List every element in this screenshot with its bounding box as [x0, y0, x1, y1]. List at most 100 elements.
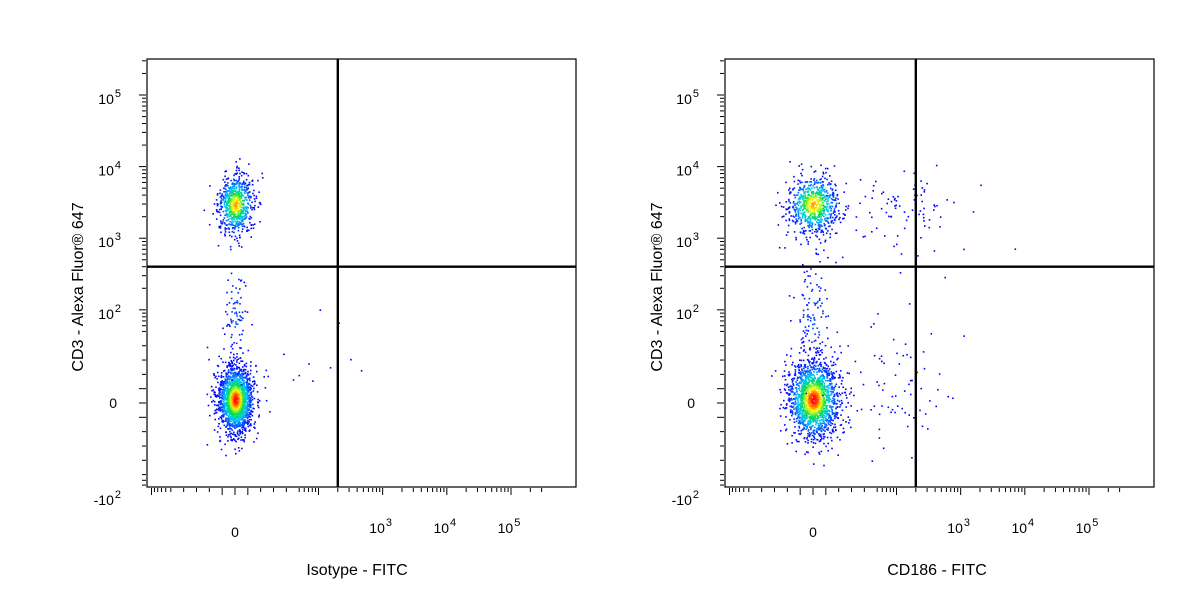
event-dot [223, 396, 225, 398]
event-dot [775, 204, 777, 207]
event-dot [809, 236, 811, 239]
event-dot [826, 372, 828, 374]
event-dot [255, 365, 257, 367]
event-dot [802, 189, 805, 192]
event-dot [807, 402, 809, 405]
event-dot [235, 311, 237, 314]
event-dot [830, 201, 832, 204]
event-dot [817, 188, 820, 191]
event-dot [830, 406, 833, 408]
event-dot [235, 222, 238, 224]
event-dot [824, 240, 826, 243]
event-dot [807, 198, 809, 200]
event-dot [809, 397, 812, 400]
event-dot [226, 291, 228, 294]
event-dot [231, 230, 234, 233]
event-dot [222, 386, 224, 388]
event-dot [232, 178, 235, 181]
event-dot [848, 372, 850, 375]
event-dot [818, 451, 820, 454]
event-dot [252, 380, 254, 383]
event-dot [827, 427, 829, 429]
event-dot [240, 186, 243, 189]
event-dot [242, 424, 245, 427]
event-dot [229, 194, 231, 197]
event-dot [800, 398, 803, 401]
event-dot [238, 399, 240, 402]
event-dot [833, 165, 836, 167]
event-dot [808, 385, 811, 388]
event-dot [246, 390, 249, 392]
event-dot [815, 179, 818, 182]
event-dot [819, 386, 821, 389]
event-dot [818, 427, 820, 430]
event-dot [232, 414, 234, 416]
event-dot [778, 246, 781, 249]
event-dot [779, 202, 781, 204]
event-dot [820, 416, 823, 418]
event-dot [298, 374, 301, 377]
event-dot [230, 390, 232, 393]
event-dot [230, 369, 232, 371]
event-dot [788, 211, 791, 213]
event-dot [842, 386, 844, 388]
event-dot [229, 417, 231, 419]
event-dot [812, 379, 814, 381]
event-dot [235, 410, 237, 412]
event-dot [225, 426, 227, 428]
event-dot [814, 388, 816, 391]
event-dot [804, 409, 807, 412]
event-dot [250, 216, 253, 219]
event-dot [856, 410, 859, 412]
event-dot [231, 394, 234, 397]
event-dot [800, 382, 802, 385]
event-dot [829, 225, 831, 227]
event-dot [811, 232, 814, 234]
event-dot [239, 339, 242, 341]
event-dot [800, 418, 803, 421]
event-dot [793, 431, 795, 434]
event-dot [244, 207, 247, 209]
event-dot [230, 215, 232, 217]
event-dot [233, 419, 235, 421]
event-dot [795, 206, 797, 208]
y-tick-label: 103 [98, 231, 121, 250]
event-dot [231, 213, 233, 216]
event-dot [235, 215, 238, 218]
event-dot [220, 220, 222, 222]
event-dot [220, 381, 222, 383]
event-dot [239, 196, 241, 199]
event-dot [235, 179, 238, 182]
event-dot [238, 412, 240, 415]
event-dot [238, 183, 240, 185]
event-dot [230, 393, 232, 395]
event-dot [809, 372, 812, 375]
event-dot [248, 378, 250, 380]
event-dot [232, 209, 234, 211]
event-dot [806, 400, 809, 402]
event-dot [825, 418, 827, 420]
event-dot [785, 428, 788, 431]
event-dot [828, 387, 830, 389]
event-dot [817, 351, 820, 354]
event-dot [243, 186, 246, 188]
event-dot [230, 217, 233, 219]
event-dot [804, 204, 806, 207]
event-dot [242, 402, 244, 404]
event-dot [832, 222, 835, 224]
event-dot [245, 196, 248, 199]
event-dot [248, 163, 250, 165]
event-dot [809, 398, 812, 401]
event-dot [816, 350, 819, 352]
event-dot [808, 406, 811, 408]
event-dot [230, 416, 233, 418]
event-dot [799, 359, 801, 361]
event-dot [803, 367, 805, 370]
event-dot [825, 412, 828, 415]
event-dot [797, 414, 800, 416]
event-dot [802, 198, 804, 201]
event-dot [227, 178, 229, 180]
event-dot [250, 236, 252, 238]
event-dot [221, 391, 224, 393]
event-dot [224, 401, 227, 404]
